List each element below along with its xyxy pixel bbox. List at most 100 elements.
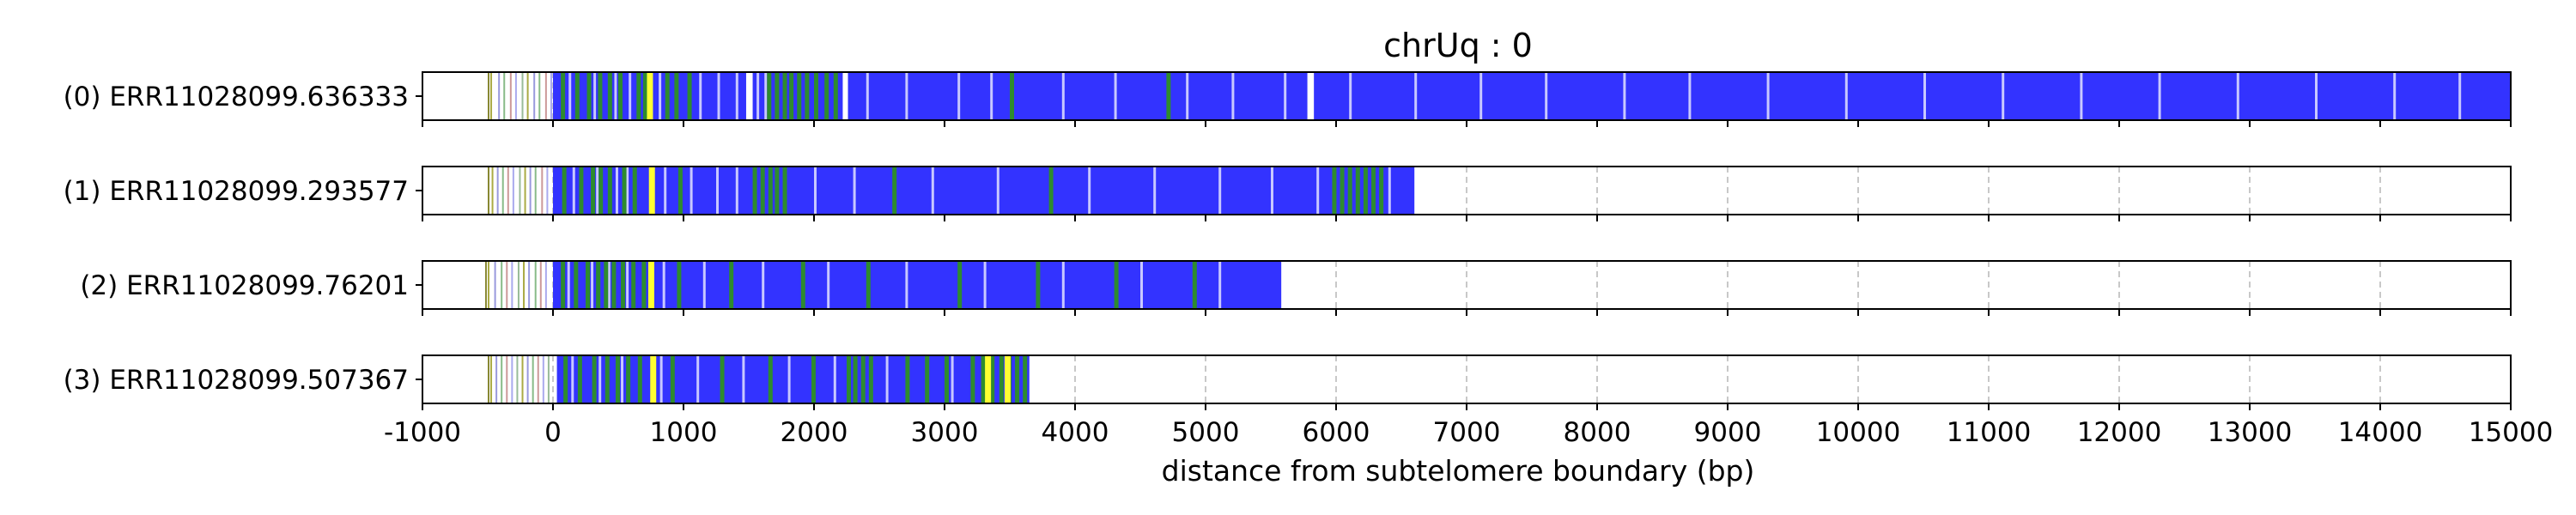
gap-mark xyxy=(1844,72,1848,120)
gap-mark xyxy=(614,72,617,120)
prefix-mark xyxy=(501,355,503,403)
x-tick-label: 6000 xyxy=(1303,417,1370,448)
green-mark xyxy=(563,355,568,403)
prefix-mark xyxy=(544,72,547,120)
prefix-mark xyxy=(539,261,542,309)
prefix-mark xyxy=(506,261,508,309)
prefix-mark xyxy=(521,72,524,120)
green-mark xyxy=(868,355,873,403)
gap-mark xyxy=(885,355,889,403)
read-row: (1) ERR11028099.293577 xyxy=(64,166,2512,221)
green-mark xyxy=(665,72,670,120)
prefix-mark xyxy=(528,261,531,309)
prefix-mark xyxy=(507,167,509,215)
green-mark xyxy=(767,72,772,120)
green-mark xyxy=(604,261,609,309)
read-row: (0) ERR11028099.636333 xyxy=(64,71,2512,127)
green-mark xyxy=(605,355,610,403)
gap-mark xyxy=(1349,72,1352,120)
gap-mark xyxy=(1316,167,1320,215)
green-mark xyxy=(562,167,567,215)
gap-mark xyxy=(1153,167,1157,215)
gap-mark xyxy=(1061,261,1065,309)
green-mark xyxy=(677,261,682,309)
gap-mark xyxy=(957,72,961,120)
prefix-mark xyxy=(491,167,494,215)
gap-mark xyxy=(1061,72,1065,120)
x-tick-label: 1000 xyxy=(650,417,718,448)
green-mark xyxy=(752,167,757,215)
gap-mark xyxy=(756,72,760,120)
green-mark xyxy=(1048,167,1054,215)
yellow-mark xyxy=(648,167,655,215)
gap-mark xyxy=(1218,261,1222,309)
gap-mark xyxy=(607,261,611,309)
prefix-mark xyxy=(498,72,501,120)
gap-mark xyxy=(596,167,599,215)
gap-mark xyxy=(1271,167,1273,215)
gap-mark xyxy=(931,167,934,215)
green-mark xyxy=(1015,355,1020,403)
green-mark xyxy=(1355,167,1360,215)
gap-mark xyxy=(717,72,720,120)
green-mark xyxy=(561,261,566,309)
prefix-mark xyxy=(524,167,526,215)
prefix-mark xyxy=(541,167,544,215)
green-mark xyxy=(637,355,642,403)
gap-mark xyxy=(629,72,632,120)
green-mark xyxy=(1010,72,1014,120)
prefix-mark xyxy=(526,355,529,403)
gap-mark xyxy=(1114,72,1117,120)
green-mark xyxy=(990,355,995,403)
green-mark xyxy=(797,72,802,120)
gap-mark xyxy=(983,261,987,309)
green-mark xyxy=(760,167,765,215)
green-mark xyxy=(789,72,794,120)
yellow-mark xyxy=(650,355,657,403)
read-label: (0) ERR11028099.636333 xyxy=(64,82,409,112)
x-tick-label: 13000 xyxy=(2208,417,2293,448)
prefix-mark xyxy=(501,261,503,309)
green-mark xyxy=(860,355,866,403)
prefix-mark xyxy=(534,167,537,215)
gap-mark xyxy=(2080,72,2083,120)
prefix-mark xyxy=(494,261,496,309)
gap-mark xyxy=(1388,167,1391,215)
gap-mark xyxy=(1186,72,1189,120)
prefix-mark xyxy=(532,355,534,403)
green-mark xyxy=(611,261,617,309)
green-mark xyxy=(1363,167,1368,215)
gap-mark xyxy=(905,72,908,120)
prefix-mark xyxy=(526,72,529,120)
gap-mark xyxy=(1479,72,1483,120)
gap-mark xyxy=(699,72,702,120)
green-mark xyxy=(999,355,1004,403)
green-mark xyxy=(853,355,858,403)
gap-mark xyxy=(814,167,817,215)
green-mark xyxy=(1340,167,1345,215)
green-mark xyxy=(641,261,647,309)
green-mark xyxy=(615,355,620,403)
prefix-mark xyxy=(496,167,499,215)
green-mark xyxy=(1114,261,1119,309)
green-mark xyxy=(598,72,603,120)
gap-mark xyxy=(593,72,597,120)
gap-mark xyxy=(567,261,570,309)
x-tick-label: 7000 xyxy=(1433,417,1501,448)
prefix-mark xyxy=(516,355,519,403)
gap-mark xyxy=(1231,72,1235,120)
green-mark xyxy=(621,261,626,309)
green-mark xyxy=(574,72,580,120)
x-tick-label: 3000 xyxy=(911,417,979,448)
green-mark xyxy=(677,167,683,215)
read-row: (2) ERR11028099.76201 xyxy=(80,260,2512,316)
gap-mark xyxy=(1414,72,1418,120)
prefix-mark xyxy=(490,355,493,403)
green-mark xyxy=(561,72,566,120)
prefix-mark xyxy=(514,72,517,120)
green-mark xyxy=(622,167,627,215)
green-mark xyxy=(1192,261,1197,309)
gap-mark xyxy=(787,355,791,403)
green-mark xyxy=(642,72,647,120)
